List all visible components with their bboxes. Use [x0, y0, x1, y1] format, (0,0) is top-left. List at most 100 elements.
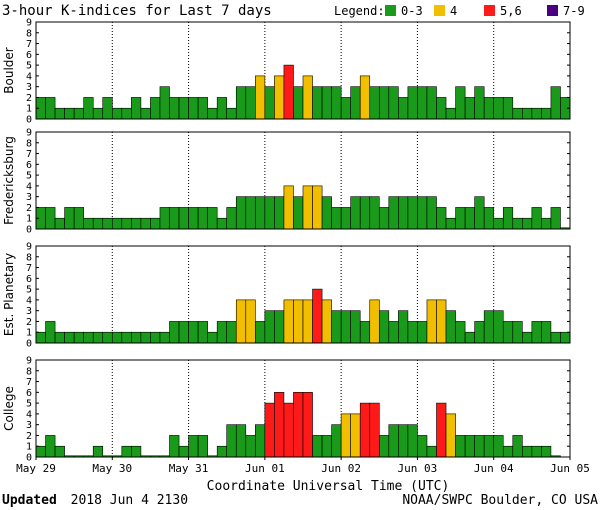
panel-title: Est. Planetary	[2, 253, 16, 336]
k-bar	[417, 435, 428, 458]
k-bar	[150, 97, 161, 120]
k-bar	[426, 299, 437, 344]
k-bar	[445, 217, 456, 230]
legend-item-5-6: 5,6	[500, 4, 522, 18]
k-bar	[388, 86, 399, 120]
k-bar	[464, 331, 475, 344]
k-bar	[54, 107, 65, 120]
legend-item-7-9: 7-9	[563, 4, 585, 18]
k-bar	[464, 97, 475, 120]
k-bar	[169, 97, 180, 120]
x-tick-label: May 30	[92, 462, 132, 475]
k-bar	[255, 75, 266, 120]
x-tick-label: May 31	[169, 462, 209, 475]
k-bar	[522, 217, 533, 230]
y-tick-label: 4	[26, 409, 32, 420]
panel-title: College	[2, 386, 16, 431]
k-bar	[207, 207, 218, 230]
k-bar	[550, 86, 561, 120]
k-bar	[359, 75, 371, 120]
k-bar	[474, 196, 485, 230]
k-bar	[283, 185, 294, 230]
k-bar	[197, 435, 208, 458]
y-tick-label: 7	[26, 377, 32, 388]
k-bar	[321, 86, 332, 120]
k-bar	[73, 207, 84, 230]
k-bar	[102, 97, 113, 120]
k-bar	[407, 86, 418, 120]
k-bar	[388, 424, 399, 458]
x-tick-label: Jun 03	[398, 462, 438, 475]
k-bar	[398, 310, 409, 344]
footer-updated-value: 2018 Jun 4 2130	[71, 493, 188, 508]
k-bar	[54, 331, 65, 344]
k-bar	[502, 207, 514, 230]
footer-updated: Updated 2018 Jun 4 2130	[2, 493, 188, 508]
k-bar	[417, 321, 428, 344]
k-bar	[169, 435, 180, 458]
k-bar	[493, 435, 504, 458]
k-bar	[102, 217, 113, 230]
k-bar	[398, 424, 409, 458]
k-bar	[283, 64, 294, 120]
k-bar	[245, 299, 256, 344]
k-bar	[398, 196, 409, 230]
k-bar	[102, 331, 113, 344]
x-tick-label: Jun 01	[245, 462, 285, 475]
k-bar	[169, 321, 180, 344]
k-bar	[92, 445, 104, 458]
k-bar	[188, 435, 199, 458]
k-bar	[350, 413, 361, 458]
k-bar	[455, 321, 466, 344]
panel-frame	[35, 245, 571, 344]
x-axis-tick-labels: May 29 May 30 May 31 Jun 01 Jun 02 Jun 03 Jun …	[16, 457, 590, 475]
k-bar	[312, 435, 323, 458]
chart-title: 3-hour K-indices for Last 7 days	[2, 3, 272, 19]
k-bar	[369, 402, 380, 458]
legend-label: Legend:	[334, 4, 385, 18]
k-bar	[150, 331, 161, 344]
k-bar	[493, 310, 504, 344]
k-bar	[302, 75, 313, 120]
k-bar	[426, 445, 437, 458]
k-bar	[73, 331, 84, 344]
k-bar	[197, 97, 208, 120]
k-bar	[512, 321, 523, 344]
k-bar	[197, 321, 208, 344]
k-bar	[531, 445, 542, 458]
k-bar	[226, 321, 237, 344]
k-bar	[188, 97, 199, 120]
y-tick-label: 7	[26, 263, 32, 274]
k-bar	[369, 86, 380, 120]
k-bar	[531, 321, 542, 344]
y-tick-label: 4	[26, 295, 32, 306]
y-tick-label: 2	[26, 93, 32, 104]
k-bar	[302, 185, 313, 230]
k-bar	[274, 392, 285, 458]
k-bar	[207, 107, 218, 120]
k-bar	[312, 86, 323, 120]
k-bar	[111, 331, 123, 344]
y-tick-label: 3	[26, 420, 32, 431]
k-bar	[235, 424, 247, 458]
k-bar	[321, 299, 332, 344]
k-bar	[474, 321, 485, 344]
k-bar	[216, 445, 228, 458]
k-bar	[350, 196, 361, 230]
y-tick-label: 9	[26, 128, 32, 139]
k-bar	[54, 217, 65, 230]
k-bar	[407, 424, 418, 458]
y-tick-label: 2	[26, 203, 32, 214]
k-bar	[359, 321, 371, 344]
k-bar	[483, 310, 495, 344]
k-bar	[522, 445, 533, 458]
k-bar	[445, 413, 456, 458]
k-bar	[483, 207, 495, 230]
y-tick-label: 7	[26, 149, 32, 160]
k-bar	[493, 217, 504, 230]
k-bar	[178, 321, 189, 344]
k-bar	[388, 196, 399, 230]
k-bar	[140, 331, 151, 344]
